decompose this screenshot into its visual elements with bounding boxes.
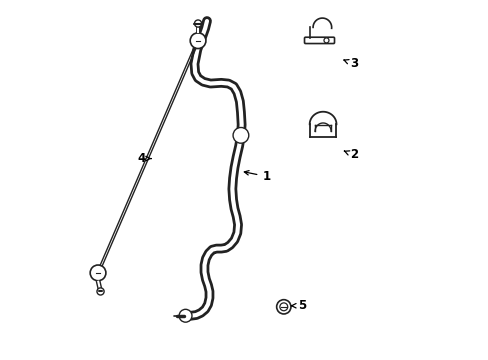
Text: 4: 4	[137, 152, 151, 165]
Text: 2: 2	[344, 148, 357, 162]
Circle shape	[190, 33, 205, 49]
Polygon shape	[309, 112, 336, 124]
Circle shape	[324, 38, 328, 43]
Circle shape	[97, 288, 104, 295]
Circle shape	[233, 127, 248, 143]
Circle shape	[194, 20, 201, 27]
Circle shape	[90, 265, 106, 281]
FancyBboxPatch shape	[304, 37, 334, 44]
Text: 1: 1	[244, 170, 270, 183]
Circle shape	[179, 309, 192, 322]
Polygon shape	[309, 18, 331, 28]
Text: 3: 3	[343, 57, 357, 71]
Circle shape	[276, 300, 290, 314]
Text: 5: 5	[291, 299, 305, 312]
Polygon shape	[309, 124, 336, 137]
